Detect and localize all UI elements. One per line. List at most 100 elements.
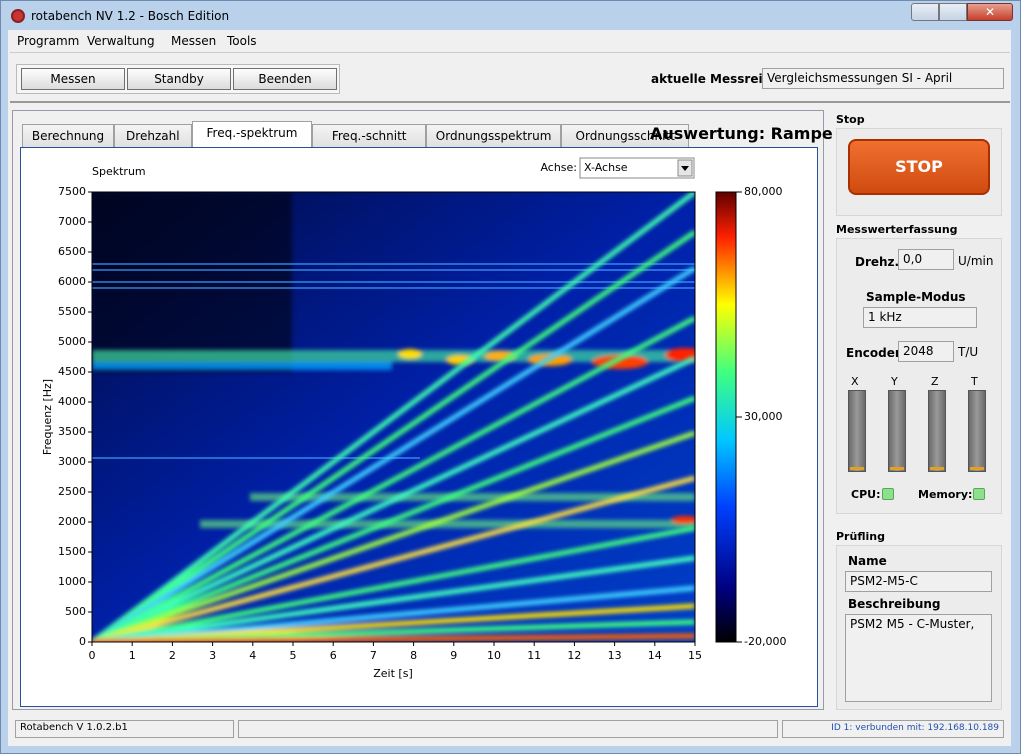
x-tick-label: 2 [169, 649, 176, 662]
acq-section-label: Messwerterfassung [836, 223, 958, 236]
chart: Spektrum Achse: X-Achse Frequenz [Hz] Ze… [41, 157, 786, 680]
encoder-field: 2048 [898, 341, 954, 362]
y-tick-label: 500 [65, 605, 86, 618]
speed-label: Drehz.: [855, 255, 904, 269]
dut-section-label: Prüfling [836, 530, 885, 543]
maximize-button[interactable] [939, 3, 967, 21]
y-tick-label: 3500 [58, 425, 86, 438]
cpu-label: CPU: [851, 488, 881, 501]
x-tick-label: 11 [527, 649, 541, 662]
minimize-button[interactable] [911, 3, 939, 21]
desc-field: PSM2 M5 - C-Muster, [845, 614, 992, 702]
meter-label: T [971, 375, 978, 388]
cpu-led [882, 488, 894, 500]
meter-level [850, 467, 864, 470]
encoder-unit: T/U [958, 345, 979, 359]
plot-frame [91, 191, 696, 643]
name-label: Name [848, 554, 887, 568]
menu-item[interactable]: Verwaltung [87, 34, 155, 48]
y-tick-label: 7000 [58, 215, 86, 228]
y-tick-label: 2000 [58, 515, 86, 528]
toolbar-button[interactable]: Standby [127, 68, 231, 90]
y-tick-label: 5000 [58, 335, 86, 348]
meter [848, 390, 866, 472]
close-button[interactable]: ✕ [967, 3, 1013, 21]
tab[interactable]: Ordnungsschnitt [561, 124, 690, 147]
x-tick-label: 14 [648, 649, 662, 662]
sample-mode-field: 1 kHz [863, 307, 977, 328]
status-connection: ID 1: verbunden mit: 192.168.10.189 [782, 720, 1004, 738]
tab[interactable]: Freq.-spektrum [191, 121, 313, 148]
memory-label: Memory: [918, 488, 973, 501]
x-tick-label: 13 [608, 649, 622, 662]
colorbar-tick-label: 80,000 [744, 185, 783, 198]
meter-level [890, 467, 904, 470]
meter [928, 390, 946, 472]
meter [968, 390, 986, 472]
x-tick-label: 6 [330, 649, 337, 662]
stop-section-label: Stop [836, 113, 865, 126]
x-axis-label: Zeit [s] [373, 667, 412, 680]
y-tick-label: 1500 [58, 545, 86, 558]
name-field: PSM2-M5-C [845, 571, 992, 592]
toolbar-button[interactable]: Messen [21, 68, 125, 90]
menu-item[interactable]: Programm [17, 34, 80, 48]
y-tick-label: 1000 [58, 575, 86, 588]
y-tick-label: 7500 [58, 185, 86, 198]
tab[interactable]: Freq.-schnitt [312, 124, 426, 147]
x-tick-label: 9 [450, 649, 457, 662]
y-tick-label: 2500 [58, 485, 86, 498]
tab-strip: Berechnung Drehzahl Freq.-spektrum Freq.-sc… [22, 121, 690, 148]
main-panel [12, 110, 824, 710]
meter-level [970, 467, 984, 470]
x-tick-label: 7 [370, 649, 377, 662]
y-axis-label: Frequenz [Hz] [41, 379, 54, 455]
encoder-label: Encoder: [846, 346, 906, 360]
menu-item[interactable]: Tools [227, 34, 257, 48]
meter-label: Y [891, 375, 898, 388]
y-tick-label: 3000 [58, 455, 86, 468]
separator [10, 101, 1010, 103]
tab[interactable]: Drehzahl [114, 124, 192, 147]
menu-item[interactable]: Messen [171, 34, 217, 48]
y-tick-label: 0 [79, 635, 86, 648]
speed-unit: U/min [958, 254, 994, 268]
y-tick-label: 4500 [58, 365, 86, 378]
tab[interactable]: Berechnung [22, 124, 114, 147]
axis-selector-label: Achse: [540, 161, 577, 174]
window-title: rotabench NV 1.2 - Bosch Edition [31, 9, 230, 23]
x-tick-label: 8 [410, 649, 417, 662]
x-tick-label: 3 [209, 649, 216, 662]
stop-button[interactable]: STOP [848, 139, 990, 195]
toolbar-button[interactable]: Beenden [233, 68, 337, 90]
meter-level [930, 467, 944, 470]
menu-bar: Programm Verwaltung Messen Tools [10, 32, 1010, 52]
meter-label: X [851, 375, 859, 388]
spectrogram [92, 192, 695, 642]
desc-label: Beschreibung [848, 597, 941, 611]
meter [888, 390, 906, 472]
x-tick-label: 10 [487, 649, 501, 662]
sample-mode-label: Sample-Modus [866, 290, 966, 304]
x-tick-label: 15 [688, 649, 702, 662]
separator [10, 52, 1010, 53]
chart-title: Spektrum [92, 165, 146, 178]
meter-label: Z [931, 375, 939, 388]
axis-selector[interactable] [579, 157, 695, 179]
speed-field: 0,0 [898, 249, 954, 270]
tab[interactable]: Ordnungsspektrum [426, 124, 562, 147]
status-version: Rotabench V 1.0.2.b1 [15, 720, 234, 738]
colorbar-tick-label: -20,000 [744, 635, 786, 648]
memory-led [973, 488, 985, 500]
y-tick-label: 5500 [58, 305, 86, 318]
status-middle [238, 720, 778, 738]
x-tick-label: 0 [89, 649, 96, 662]
y-tick-label: 4000 [58, 395, 86, 408]
colorbar-tick-label: 30,000 [744, 410, 783, 423]
x-tick-label: 12 [567, 649, 581, 662]
x-tick-label: 5 [290, 649, 297, 662]
y-tick-label: 6000 [58, 275, 86, 288]
toolbar: Messen Standby Beenden [16, 64, 340, 94]
